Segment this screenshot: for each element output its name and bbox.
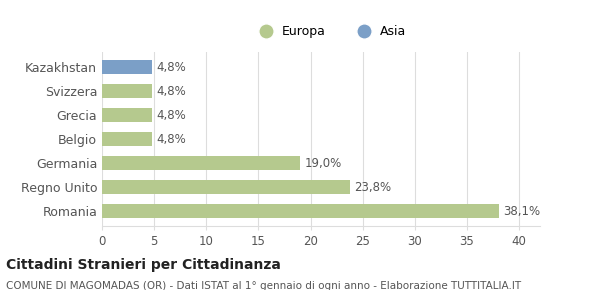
Text: 4,8%: 4,8%	[156, 61, 186, 74]
Text: 4,8%: 4,8%	[156, 133, 186, 146]
Text: 4,8%: 4,8%	[156, 85, 186, 98]
Bar	[102, 84, 152, 99]
Legend: Europa, Asia: Europa, Asia	[248, 20, 411, 43]
Bar	[102, 60, 152, 75]
Bar	[102, 132, 152, 146]
Text: 38,1%: 38,1%	[503, 205, 541, 218]
Text: 19,0%: 19,0%	[304, 157, 341, 170]
Bar	[102, 204, 499, 218]
Text: COMUNE DI MAGOMADAS (OR) - Dati ISTAT al 1° gennaio di ogni anno - Elaborazione : COMUNE DI MAGOMADAS (OR) - Dati ISTAT al…	[6, 281, 521, 290]
Text: Cittadini Stranieri per Cittadinanza: Cittadini Stranieri per Cittadinanza	[6, 258, 281, 272]
Bar	[102, 156, 300, 170]
Text: 23,8%: 23,8%	[355, 181, 391, 194]
Bar	[102, 180, 350, 194]
Bar	[102, 108, 152, 122]
Text: 4,8%: 4,8%	[156, 109, 186, 122]
